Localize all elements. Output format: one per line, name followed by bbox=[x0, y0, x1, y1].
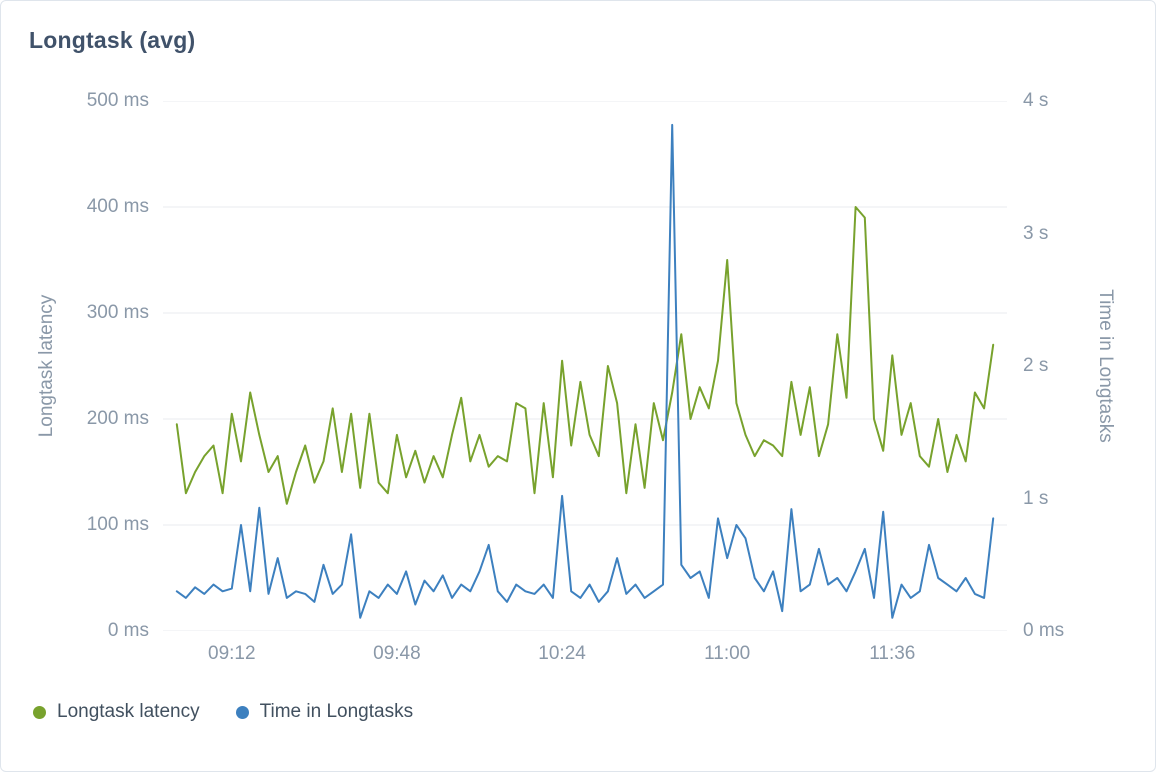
chart-canvas bbox=[163, 101, 1007, 631]
x-axis: 09:12 09:48 10:24 11:00 11:36 bbox=[163, 643, 1007, 669]
x-axis-tick-label: 11:36 bbox=[869, 643, 916, 664]
legend-dot-green bbox=[33, 705, 46, 719]
legend-label: Longtask latency bbox=[57, 701, 200, 722]
right-y-axis: 4 s 3 s 2 s 1 s 0 ms bbox=[1023, 90, 1123, 641]
right-axis-tick-label: 0 ms bbox=[1023, 620, 1065, 641]
right-axis-tick-label: 1 s bbox=[1023, 487, 1049, 509]
legend-label: Time in Longtasks bbox=[259, 701, 414, 722]
left-axis-tick-label: 300 ms bbox=[86, 302, 149, 323]
plot-area bbox=[163, 101, 1007, 631]
x-axis-tick-label: 09:48 bbox=[373, 643, 421, 664]
legend-dot-blue bbox=[235, 705, 249, 719]
x-axis-tick-label: 10:24 bbox=[538, 643, 586, 664]
left-axis-tick-label: 500 ms bbox=[86, 90, 149, 111]
legend-item-longtask-latency[interactable]: Longtask latency bbox=[33, 701, 200, 723]
left-axis-tick-label: 200 ms bbox=[86, 408, 149, 429]
left-y-axis: 500 ms 400 ms 300 ms 200 ms 100 ms 0 ms bbox=[1, 90, 149, 641]
legend-item-time-in-longtasks[interactable]: Time in Longtasks bbox=[235, 701, 414, 723]
left-axis-tick-label: 100 ms bbox=[86, 514, 149, 535]
right-axis-tick-label: 4 s bbox=[1023, 90, 1049, 111]
x-axis-tick-label: 11:00 bbox=[704, 643, 751, 664]
right-axis-tick-label: 2 s bbox=[1023, 355, 1049, 376]
chart-title: Longtask (avg) bbox=[29, 27, 196, 53]
chart-legend: Longtask latency Time in Longtasks bbox=[33, 701, 413, 723]
time-in-longtasks-line bbox=[175, 123, 995, 619]
left-axis-tick-label: 400 ms bbox=[86, 196, 149, 217]
longtask-latency-line bbox=[175, 206, 995, 505]
x-axis-tick-label: 09:12 bbox=[208, 643, 256, 664]
left-axis-tick-label: 0 ms bbox=[107, 620, 149, 641]
right-axis-tick-label: 3 s bbox=[1023, 222, 1049, 244]
